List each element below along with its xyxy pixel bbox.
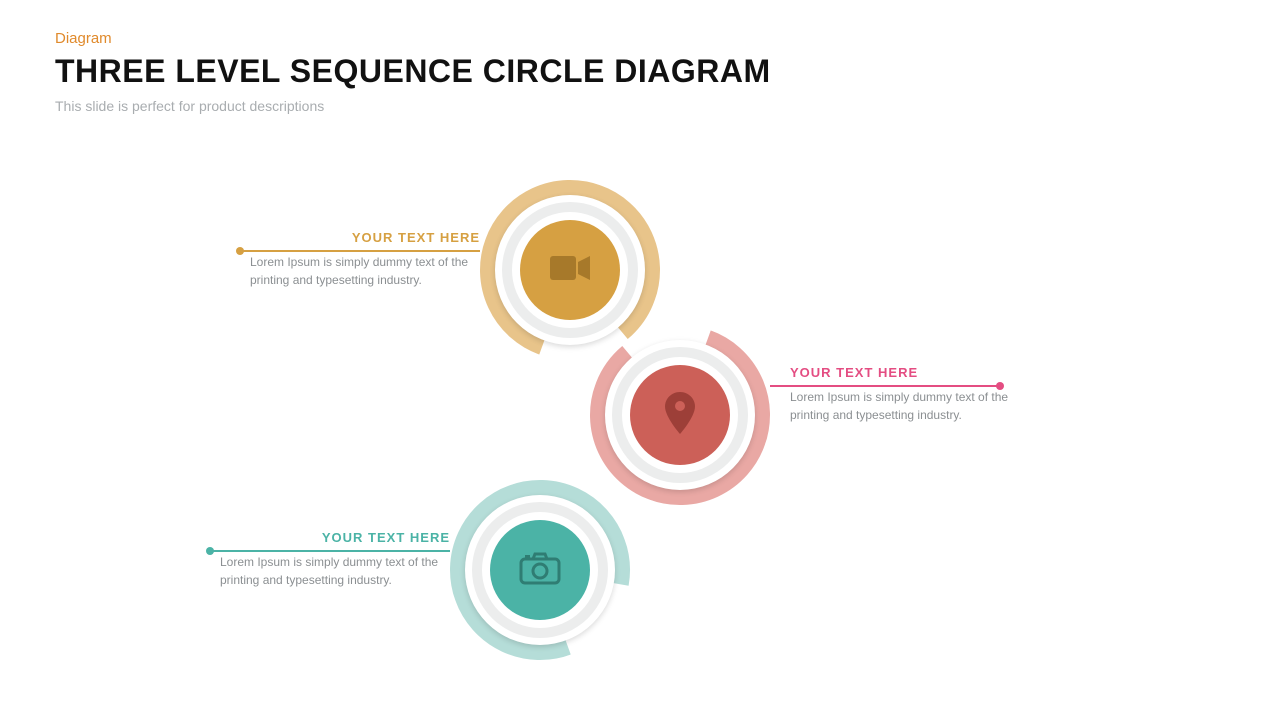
pin-icon [665, 392, 695, 439]
connector-dot [236, 247, 244, 255]
node-3 [450, 480, 630, 660]
callout-body: Lorem Ipsum is simply dummy text of the … [250, 253, 490, 289]
slide-category: Diagram [55, 30, 771, 47]
slide-header: Diagram THREE LEVEL SEQUENCE CIRCLE DIAG… [55, 30, 771, 114]
callout-block: YOUR TEXT HERE Lorem Ipsum is simply dumm… [220, 530, 460, 589]
callout-block: YOUR TEXT HERE Lorem Ipsum is simply dumm… [250, 230, 490, 289]
video-icon [548, 252, 592, 289]
slide-subtitle: This slide is perfect for product descri… [55, 98, 771, 114]
core-circle [520, 220, 620, 320]
connector-dot [206, 547, 214, 555]
core-circle [490, 520, 590, 620]
callout-body: Lorem Ipsum is simply dummy text of the … [220, 553, 460, 589]
callout-heading: YOUR TEXT HERE [220, 530, 460, 545]
callout-body: Lorem Ipsum is simply dummy text of the … [790, 388, 1030, 424]
core-circle [630, 365, 730, 465]
callout-block: YOUR TEXT HERE Lorem Ipsum is simply dumm… [790, 365, 1030, 424]
callout-heading: YOUR TEXT HERE [250, 230, 490, 245]
sequence-circle-diagram: YOUR TEXT HERE Lorem Ipsum is simply dumm… [0, 150, 1280, 710]
callout-heading: YOUR TEXT HERE [790, 365, 1030, 380]
node-2 [590, 325, 770, 505]
camera-icon [519, 551, 561, 590]
slide-title: THREE LEVEL SEQUENCE CIRCLE DIAGRAM [55, 53, 771, 90]
